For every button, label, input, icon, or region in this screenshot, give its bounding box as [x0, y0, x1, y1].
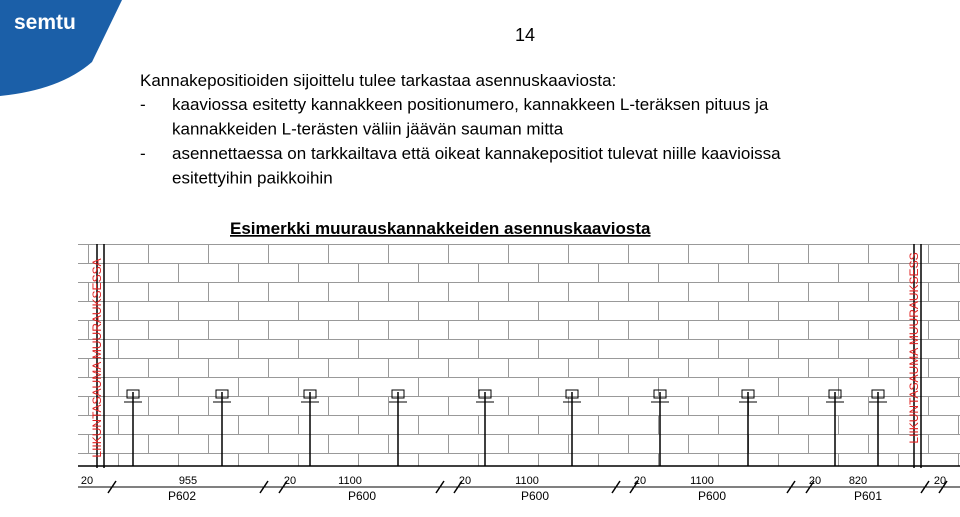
logo-shape	[0, 0, 122, 96]
position-label: P600	[698, 489, 726, 503]
joint-label: LIIKUNTASAUMA MUURAUKSESSA	[90, 258, 104, 457]
bullet-text: esitettyihin paikkoihin	[172, 169, 333, 188]
dimension-label: 1100	[515, 475, 539, 487]
dimension-label: 20	[459, 475, 471, 487]
bracket	[126, 389, 140, 399]
position-label: P602	[168, 489, 196, 503]
dimension-tick	[920, 480, 930, 494]
dimension-label: 1100	[338, 475, 362, 487]
bullet-text: kaaviossa esitetty kannakkeen positionum…	[172, 95, 769, 114]
bracket	[828, 389, 842, 399]
dimension-label: 1100	[690, 475, 714, 487]
figure-title: Esimerkki muurauskannakkeiden asennuskaa…	[230, 219, 651, 238]
intro: Kannakepositioiden sijoittelu tulee tark…	[140, 71, 616, 90]
dimension-tick	[453, 480, 463, 494]
dimension-label: 820	[849, 475, 867, 487]
bracket	[653, 389, 667, 399]
dimension-label: 20	[634, 475, 646, 487]
drawing: LIIKUNTASAUMA MUURAUKSESSA LIIKUNTASAUMA …	[78, 244, 960, 503]
dimension-tick	[611, 480, 621, 494]
logo: semtu	[14, 11, 76, 34]
position-label: P600	[521, 489, 549, 503]
dimension-label: 20	[809, 475, 821, 487]
bracket	[478, 389, 492, 399]
bullet-text: asennettaessa on tarkkailtava että oikea…	[172, 144, 781, 163]
position-label: P600	[348, 489, 376, 503]
dimension-tick	[805, 480, 815, 494]
dimension-tick	[259, 480, 269, 494]
joint-label: LIIKUNTASAUMA MUURAUKSESS	[907, 252, 921, 443]
position-label: P601	[854, 489, 882, 503]
dimension-label: 20	[934, 475, 946, 487]
dimension-tick	[435, 480, 445, 494]
bracket	[871, 389, 885, 399]
bullet-list: - kaaviossa esitetty kannakkeen positionu…	[140, 95, 781, 188]
dimension-tick	[938, 480, 948, 494]
dimension-label: 955	[179, 475, 197, 487]
dimension-tick	[786, 480, 796, 494]
bullet-text: kannakkeiden L-terästen väliin jäävän sa…	[172, 120, 564, 139]
bracket	[391, 389, 405, 399]
bullet-marker: -	[140, 95, 146, 114]
dimension-label: 20	[284, 475, 296, 487]
dimension-label: 20	[81, 475, 93, 487]
brick-wall	[78, 244, 960, 466]
bracket	[565, 389, 579, 399]
dimension-tick	[629, 480, 639, 494]
page-number: 14	[515, 25, 535, 45]
bracket	[303, 389, 317, 399]
bracket	[215, 389, 229, 399]
bracket	[741, 389, 755, 399]
bullet-marker: -	[140, 144, 146, 163]
dimension-tick	[107, 480, 117, 494]
dimension-tick	[278, 480, 288, 494]
